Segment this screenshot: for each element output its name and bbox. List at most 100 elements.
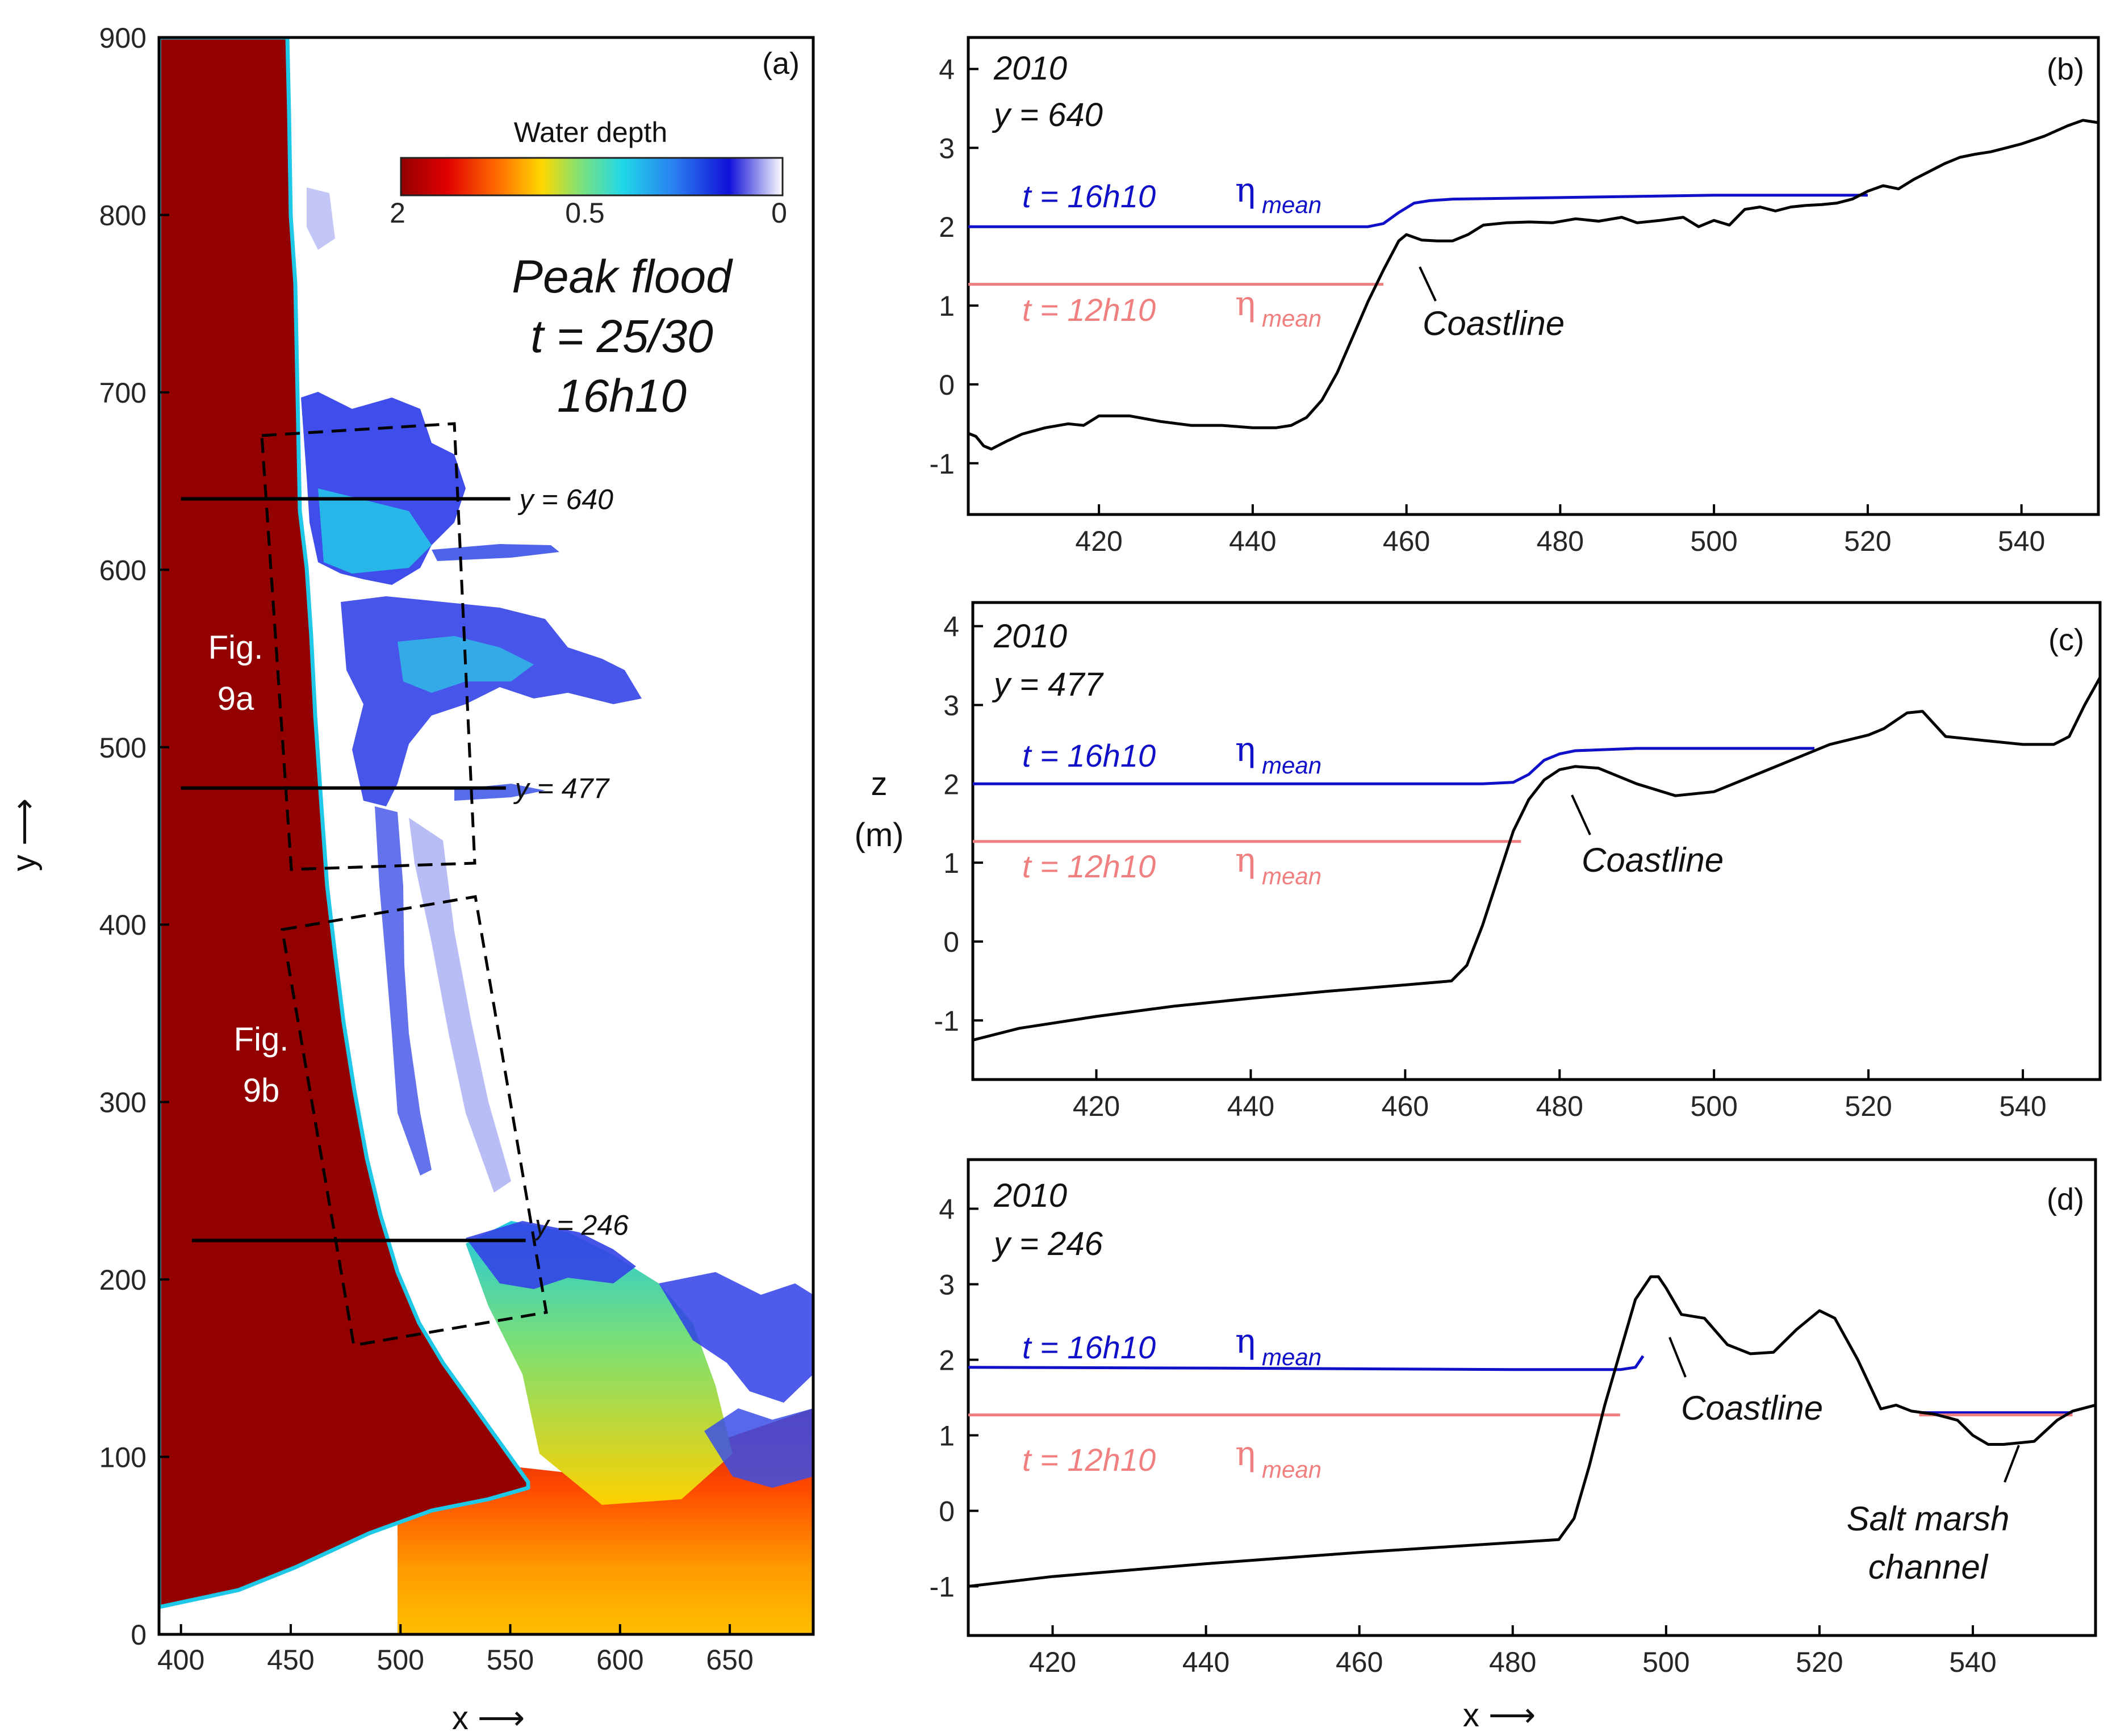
x-tick-label: 540	[1998, 525, 2045, 557]
x-tick-label: 460	[1382, 1090, 1429, 1122]
y-tick-label: 1	[943, 847, 959, 879]
colorbar-gradient	[400, 157, 784, 196]
panel-d-transect: y = 246	[992, 1225, 1103, 1262]
panel-b-frame	[967, 36, 2100, 516]
dashed-region-9b	[281, 895, 548, 1347]
series-line-t-16h10	[968, 194, 1868, 228]
x-tick-label: 420	[1029, 1646, 1076, 1678]
panel-d-frame	[967, 1158, 2097, 1637]
colorbar-tick-label: 2	[390, 197, 405, 229]
y-tick-label: 300	[99, 1087, 147, 1119]
region-label-9b-line2: 9b	[243, 1072, 280, 1109]
x-tick-label: 420	[1075, 525, 1122, 557]
region-label-9a-line2: 9a	[218, 680, 254, 717]
eta-subscript: mean	[1262, 305, 1321, 332]
x-tick-label: 440	[1229, 525, 1276, 557]
legend-label-16h10: t = 16h10	[1022, 738, 1156, 773]
panel-a-frame	[157, 36, 815, 1636]
flood-speckle-north	[307, 187, 335, 250]
x-tick-label: 520	[1796, 1646, 1843, 1678]
x-tick-label: 440	[1227, 1090, 1274, 1122]
y-tick-label: 500	[99, 732, 147, 764]
colorbar-tick-label: 0	[771, 197, 787, 229]
eta-symbol: η	[1235, 170, 1256, 210]
panel-a-water-depth-map: y = 640 y = 477 y = 246 Fig. 9a Fig. 9b …	[6, 22, 815, 1736]
legend-label-12h10: t = 12h10	[1022, 1442, 1156, 1478]
x-tick-label: 540	[1949, 1646, 1996, 1678]
y-tick-label: 400	[99, 909, 147, 941]
salt-marsh-leader	[2004, 1445, 2020, 1483]
y-tick-label: 2	[939, 1344, 955, 1376]
eta-subscript: mean	[1262, 191, 1321, 218]
x-axis-label-a: x ⟶	[452, 1700, 525, 1736]
coastline-leader-c	[1571, 794, 1591, 835]
eta-subscript: mean	[1262, 863, 1321, 889]
flood-speckle-band	[409, 818, 511, 1193]
x-tick-label: 540	[1999, 1090, 2046, 1122]
y-axis-label-a: y ⟶	[6, 798, 43, 871]
series-line-t-16h10	[973, 747, 1814, 785]
dashed-region-9a	[260, 422, 476, 871]
annotation-salt-marsh-line1: Salt marsh	[1847, 1500, 2010, 1538]
eta-symbol: η	[1235, 1434, 1256, 1474]
y-tick-label: 600	[99, 554, 147, 586]
y-tick-label: 700	[99, 377, 147, 409]
y-tick-label: 900	[99, 22, 147, 54]
panel-d-profile-y246: 420 440 460 480 500 520 540 -1 0 1 2 3 4 2010 y = 24…	[930, 1158, 2097, 1734]
series-line-bed-elevation	[972, 676, 2102, 1042]
eta-symbol: η	[1235, 730, 1256, 769]
annotation-coastline-d: Coastline	[1681, 1389, 1823, 1427]
transect-label-y640: y = 640	[518, 483, 614, 515]
legend-label-12h10: t = 12h10	[1022, 848, 1156, 884]
panel-d-lines	[968, 1275, 2096, 1588]
flood-patch-east-lower	[704, 1408, 813, 1488]
x-tick-label: 460	[1383, 525, 1430, 557]
x-tick-label: 600	[596, 1644, 643, 1676]
panel-c-year: 2010	[993, 618, 1067, 655]
panel-label-b: (b)	[2047, 52, 2084, 86]
x-tick-label: 650	[706, 1644, 753, 1676]
map-title-line1: Peak flood	[512, 251, 733, 303]
panel-b-profile-y640: 420 440 460 480 500 520 540 -1 0 1 2 3 4 2010 y = 64…	[930, 36, 2100, 557]
y-axis-label-z: z	[871, 765, 888, 802]
annotation-coastline-b: Coastline	[1423, 304, 1565, 342]
colorbar-title: Water depth	[514, 116, 668, 148]
flood-patch-south	[466, 1221, 636, 1289]
flooded-patches	[301, 187, 813, 1488]
x-tick-label: 450	[267, 1644, 314, 1676]
colorbar: Water depth 2 0.5 0	[390, 116, 787, 229]
eta-subscript: mean	[1262, 1456, 1321, 1483]
y-tick-label: 1	[939, 1420, 955, 1452]
x-axis-label-d: x ⟶	[1463, 1697, 1536, 1734]
map-title-line2: t = 25/30	[530, 311, 713, 362]
x-tick-label: 440	[1182, 1646, 1229, 1678]
y-tick-label: 0	[943, 926, 959, 958]
legend-label-16h10: t = 16h10	[1022, 1329, 1156, 1365]
y-tick-label: 100	[99, 1442, 147, 1474]
legend-label-16h10: t = 16h10	[1022, 178, 1156, 214]
x-tick-label: 480	[1536, 1090, 1583, 1122]
y-axis-label-unit: (m)	[855, 817, 904, 854]
eta-symbol: η	[1235, 840, 1256, 880]
y-tick-label: 4	[939, 1193, 955, 1225]
y-tick-label: 3	[939, 132, 955, 164]
flood-channel	[375, 806, 432, 1176]
eta-symbol: η	[1235, 284, 1256, 324]
flood-finger-640	[432, 544, 559, 561]
panel-c-ticks: 420 440 460 480 500 520 540 -1 0 1 2 3 4	[934, 611, 2047, 1122]
x-tick-label: 520	[1844, 525, 1891, 557]
annotation-coastline-c: Coastline	[1582, 841, 1724, 879]
y-tick-label: 0	[131, 1619, 147, 1651]
x-tick-label: 520	[1845, 1090, 1892, 1122]
panel-d-ticks: 420 440 460 480 500 520 540 -1 0 1 2 3 4	[930, 1193, 1997, 1678]
coastline-leader-b	[1419, 266, 1437, 302]
transect-label-y477: y = 477	[513, 773, 610, 805]
panel-b-ticks: 420 440 460 480 500 520 540 -1 0 1 2 3 4	[930, 54, 2046, 557]
panel-c-frame	[971, 601, 2102, 1081]
panel-label-a: (a)	[762, 47, 800, 81]
panel-b-transect: y = 640	[992, 97, 1103, 133]
panel-c-profile-y477: 420 440 460 480 500 520 540 -1 0 1 2 3 4 2010 y = 47…	[855, 601, 2102, 1122]
x-tick-label: 550	[487, 1644, 534, 1676]
panel-a-ticks: 400 450 500 550 600 650 0 100 200 300 400 500 600 700…	[99, 22, 754, 1676]
